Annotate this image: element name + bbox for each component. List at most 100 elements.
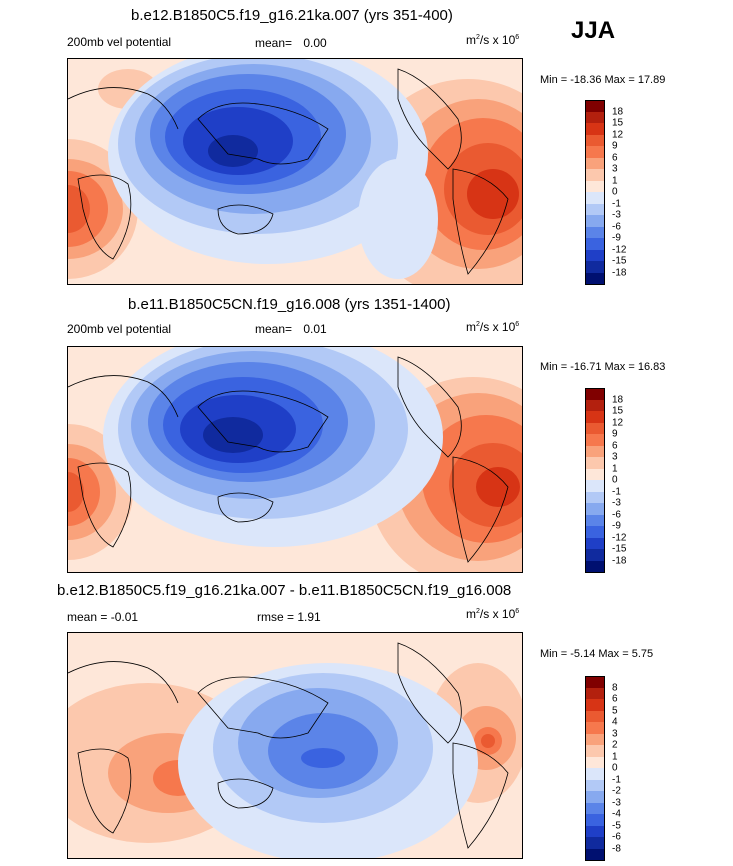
colorbar-tick-label: 6 bbox=[612, 440, 618, 451]
colorbar-tick-label: -12 bbox=[612, 532, 627, 543]
units-base: m bbox=[466, 320, 476, 334]
colorbar-swatch bbox=[585, 768, 605, 780]
units-mid: /s x 10 bbox=[479, 33, 516, 47]
colorbar-tick-label: 9 bbox=[612, 140, 618, 152]
colorbar-swatch bbox=[585, 157, 605, 170]
panel2-contour-plot bbox=[68, 347, 522, 572]
colorbar-swatch bbox=[585, 722, 605, 734]
colorbar-swatch bbox=[585, 203, 605, 216]
colorbar-swatch bbox=[585, 814, 605, 826]
units-exp: 2 bbox=[476, 608, 480, 615]
colorbar-swatch bbox=[585, 238, 605, 250]
colorbar-tick-label: -12 bbox=[612, 244, 627, 255]
colorbar-swatch bbox=[585, 560, 605, 573]
colorbar-tick-label: -1 bbox=[612, 774, 621, 785]
colorbar-swatch bbox=[585, 733, 605, 746]
colorbar-swatch bbox=[585, 192, 605, 204]
panel3-units: m2/s x 106 bbox=[466, 607, 519, 621]
units-pow: 6 bbox=[515, 608, 520, 615]
panel2-variable-label: 200mb vel potential bbox=[67, 322, 172, 336]
colorbar-swatch bbox=[585, 710, 605, 723]
colorbar-swatch bbox=[585, 468, 605, 481]
colorbar-tick-label: -15 bbox=[612, 255, 627, 267]
colorbar-swatch bbox=[585, 123, 605, 135]
colorbar-swatch bbox=[585, 480, 605, 492]
colorbar-tick-label: 2 bbox=[612, 739, 618, 751]
colorbar-swatch bbox=[585, 215, 605, 227]
colorbar-tick-label: 18 bbox=[612, 394, 624, 405]
colorbar-tick-label: -3 bbox=[612, 497, 621, 509]
panel1-variable-label: 200mb vel potential bbox=[67, 35, 172, 49]
units-pow: 6 bbox=[515, 34, 520, 41]
colorbar-swatch bbox=[585, 676, 605, 688]
colorbar-tick-label: -18 bbox=[612, 555, 627, 566]
colorbar-swatch bbox=[585, 457, 605, 469]
colorbar-tick-label: 1 bbox=[612, 175, 618, 186]
colorbar-swatch bbox=[585, 388, 605, 400]
colorbar-swatch bbox=[585, 422, 605, 435]
panel3-rmse: rmse = 1.91 bbox=[257, 610, 321, 624]
panel2-map bbox=[67, 346, 523, 573]
colorbar-tick-label: 1 bbox=[612, 751, 618, 762]
colorbar-tick-label: 15 bbox=[612, 405, 624, 417]
colorbar-tick-label: 5 bbox=[612, 705, 618, 716]
panel2-mean-value: 0.01 bbox=[303, 322, 327, 336]
colorbar-tick-label: 4 bbox=[612, 716, 618, 728]
panel1-mean: mean= 0.00 bbox=[255, 36, 327, 50]
colorbar-tick-label: -1 bbox=[612, 486, 621, 497]
colorbar-swatch bbox=[585, 791, 605, 803]
colorbar-swatch bbox=[585, 537, 605, 550]
colorbar-tick-label: -18 bbox=[612, 267, 627, 278]
panel2-mean: mean= 0.01 bbox=[255, 322, 327, 336]
panel1-minmax: Min = -18.36 Max = 17.89 bbox=[540, 74, 666, 86]
colorbar-tick-label: 0 bbox=[612, 762, 618, 774]
panel3-mean: mean = -0.01 bbox=[67, 610, 139, 624]
units-exp: 2 bbox=[476, 321, 480, 328]
units-exp: 2 bbox=[476, 34, 480, 41]
colorbar-tick-label: -2 bbox=[612, 785, 621, 797]
colorbar-swatch bbox=[585, 146, 605, 158]
units-base: m bbox=[466, 607, 476, 621]
colorbar-swatch bbox=[585, 802, 605, 815]
colorbar-tick-label: -8 bbox=[612, 843, 621, 854]
colorbar-tick-label: -3 bbox=[612, 797, 621, 808]
colorbar-swatch bbox=[585, 503, 605, 515]
units-base: m bbox=[466, 33, 476, 47]
panel2-title: b.e11.B1850C5CN.f19_g16.008 (yrs 1351-14… bbox=[128, 296, 451, 313]
panel2-mean-label: mean= bbox=[255, 322, 293, 336]
colorbar-tick-label: 8 bbox=[612, 682, 618, 693]
panel2-minmax: Min = -16.71 Max = 16.83 bbox=[540, 361, 666, 373]
panel3-contour-plot bbox=[68, 633, 522, 858]
colorbar-tick-label: -6 bbox=[612, 509, 621, 520]
colorbar-swatch bbox=[585, 111, 605, 124]
panel3-map bbox=[67, 632, 523, 859]
colorbar-swatch bbox=[585, 134, 605, 147]
colorbar-tick-label: 12 bbox=[612, 417, 624, 428]
panel1-mean-label: mean= bbox=[255, 36, 293, 50]
units-pow: 6 bbox=[515, 321, 520, 328]
panel3-title: b.e12.B1850C5.f19_g16.21ka.007 - b.e11.B… bbox=[57, 582, 512, 599]
colorbar-swatch bbox=[585, 249, 605, 262]
colorbar-tick-label: 9 bbox=[612, 428, 618, 440]
colorbar-swatch bbox=[585, 687, 605, 700]
panel3-colorbar: 8 6 5 4 3 2 1 0 -1 -2 -3 -4 -5 -6 -8 bbox=[585, 676, 621, 861]
panel3-minmax: Min = -5.14 Max = 5.75 bbox=[540, 648, 654, 660]
panel1-map bbox=[67, 58, 523, 285]
colorbar-tick-label: 3 bbox=[612, 728, 618, 739]
colorbar-tick-label: -4 bbox=[612, 808, 621, 820]
colorbar-tick-label: 6 bbox=[612, 693, 618, 705]
colorbar-swatch bbox=[585, 169, 605, 181]
panel2-colorbar: 18 15 12 9 6 3 1 0 -1 -3 -6 -9 -12 -15 -18 bbox=[585, 388, 626, 573]
panel2-units: m2/s x 106 bbox=[466, 320, 519, 334]
colorbar-tick-label: -6 bbox=[612, 221, 621, 232]
colorbar-tick-label: 6 bbox=[612, 152, 618, 163]
colorbar-swatch bbox=[585, 180, 605, 193]
colorbar-tick-label: -5 bbox=[612, 820, 621, 831]
colorbar-swatch bbox=[585, 526, 605, 538]
colorbar-swatch bbox=[585, 848, 605, 861]
colorbar-tick-label: -3 bbox=[612, 209, 621, 221]
colorbar-swatch bbox=[585, 272, 605, 285]
colorbar-tick-label: 0 bbox=[612, 474, 618, 486]
colorbar-swatch bbox=[585, 825, 605, 838]
colorbar-tick-label: -15 bbox=[612, 543, 627, 555]
